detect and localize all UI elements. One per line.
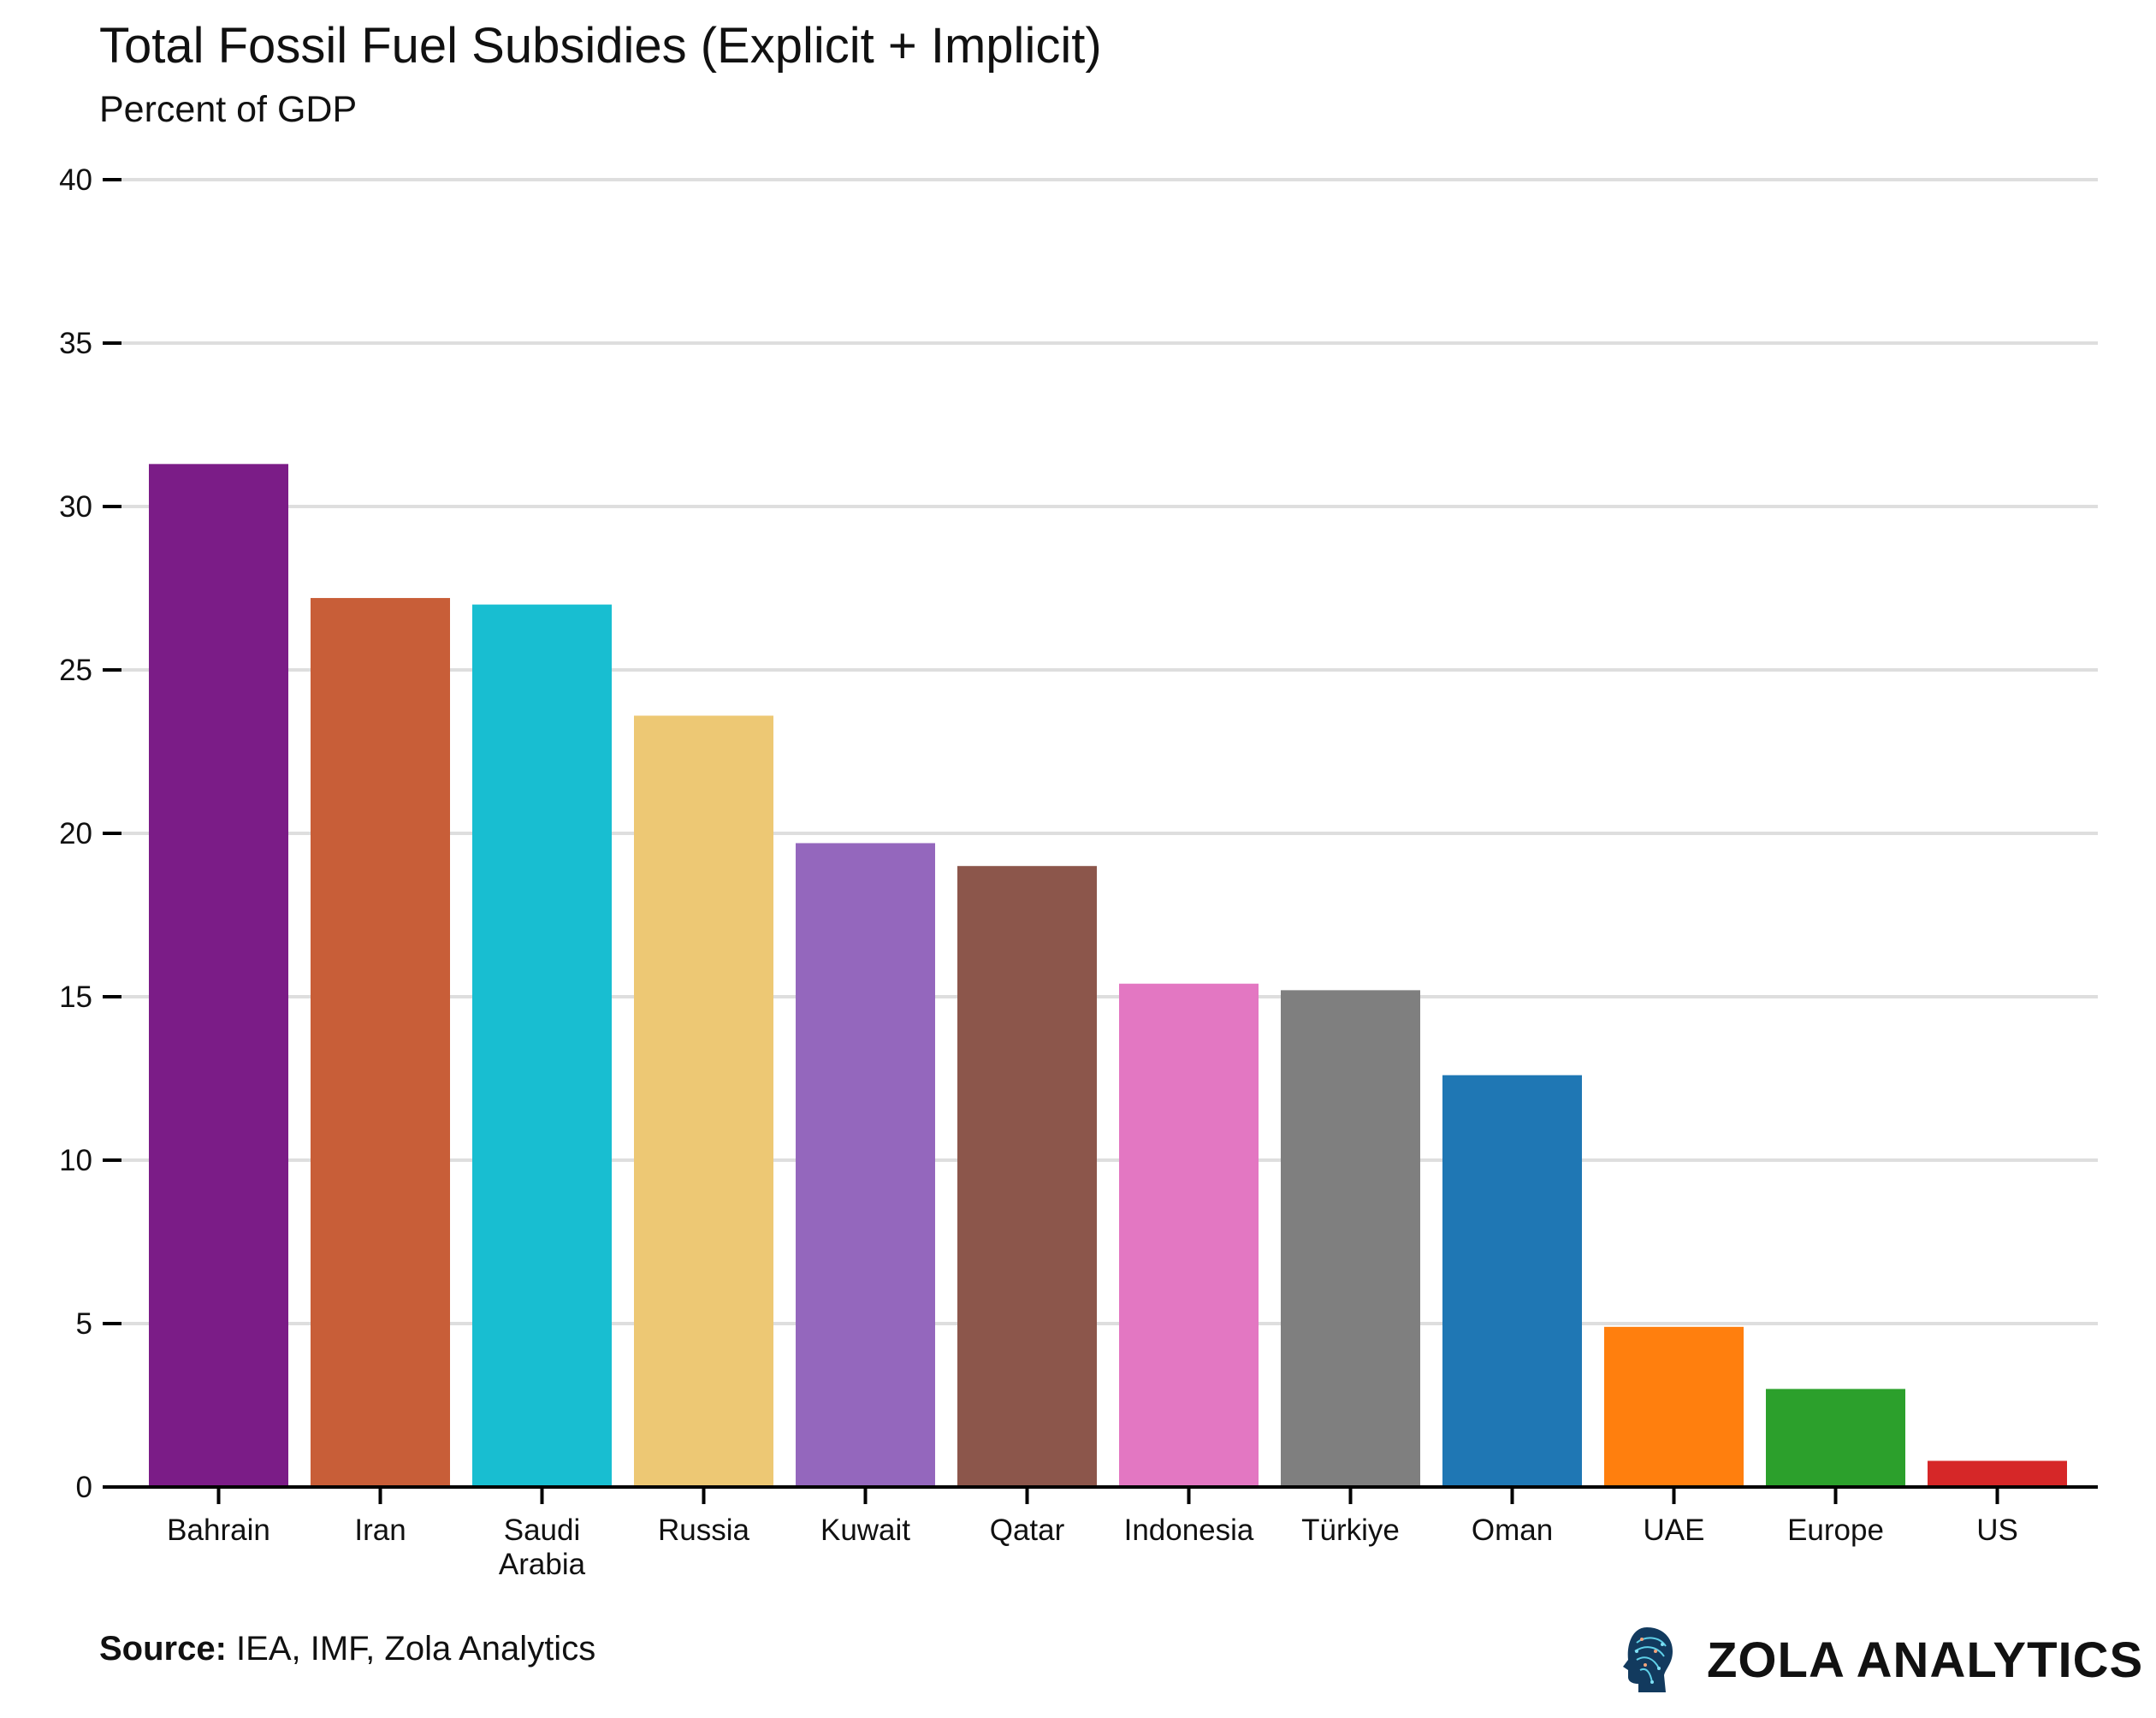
y-tick-label: 15 <box>59 980 92 1014</box>
y-tick-label: 0 <box>76 1471 92 1504</box>
x-tick-label: Kuwait <box>820 1514 910 1547</box>
y-tick-label: 40 <box>59 163 92 197</box>
bar-russia <box>634 715 773 1487</box>
x-tick-label: Qatar <box>990 1514 1065 1547</box>
bar-kuwait <box>796 843 935 1487</box>
source-text: IEA, IMF, Zola Analytics <box>226 1630 596 1668</box>
bar-saudi-arabia <box>472 604 612 1487</box>
bar-bahrain <box>149 464 288 1487</box>
x-tick-label: Indonesia <box>1124 1514 1254 1547</box>
chart-title: Total Fossil Fuel Subsidies (Explicit + … <box>99 18 1102 74</box>
bar-oman <box>1442 1075 1582 1487</box>
bar-europe <box>1766 1389 1905 1487</box>
x-tick-label: Iran <box>354 1514 406 1547</box>
x-tick-label: Bahrain <box>167 1514 270 1547</box>
bar-indonesia <box>1119 983 1259 1487</box>
x-tick-label: UAE <box>1644 1514 1705 1547</box>
x-tick-label: Oman <box>1472 1514 1553 1547</box>
y-tick-label: 35 <box>59 327 92 360</box>
y-tick-label: 5 <box>76 1307 92 1341</box>
x-tick-label: Türkiye <box>1301 1514 1400 1547</box>
y-tick-label: 30 <box>59 490 92 524</box>
x-tick-label: US <box>1976 1514 2018 1547</box>
source-label: Source: <box>99 1630 227 1668</box>
x-tick-label: Russia <box>658 1514 750 1547</box>
brand-name: ZOLA ANALYTICS <box>1707 1632 2144 1688</box>
bar-chart: 0 5 10 15 20 25 30 35 40 Bahrain Iran Saudi Arabia Ru… <box>59 163 2098 1581</box>
source-note: Source: IEA, IMF, Zola Analytics <box>99 1630 595 1668</box>
x-tick-label: Saudi Arabia <box>499 1514 586 1581</box>
bar-türkiye <box>1281 990 1420 1487</box>
chart-subtitle: Percent of GDP <box>99 89 358 130</box>
bar-qatar <box>957 866 1097 1487</box>
bar-uae <box>1604 1326 1744 1487</box>
x-tick-label: Europe <box>1787 1514 1884 1547</box>
y-tick-label: 10 <box>59 1144 92 1177</box>
y-tick-label: 20 <box>59 817 92 850</box>
bar-iran <box>311 597 450 1488</box>
head-circuit-icon <box>1623 1627 1673 1692</box>
y-tick-label: 25 <box>59 654 92 687</box>
bar-us <box>1928 1460 2067 1487</box>
brand-logo: ZOLA ANALYTICS <box>1621 1626 2143 1694</box>
